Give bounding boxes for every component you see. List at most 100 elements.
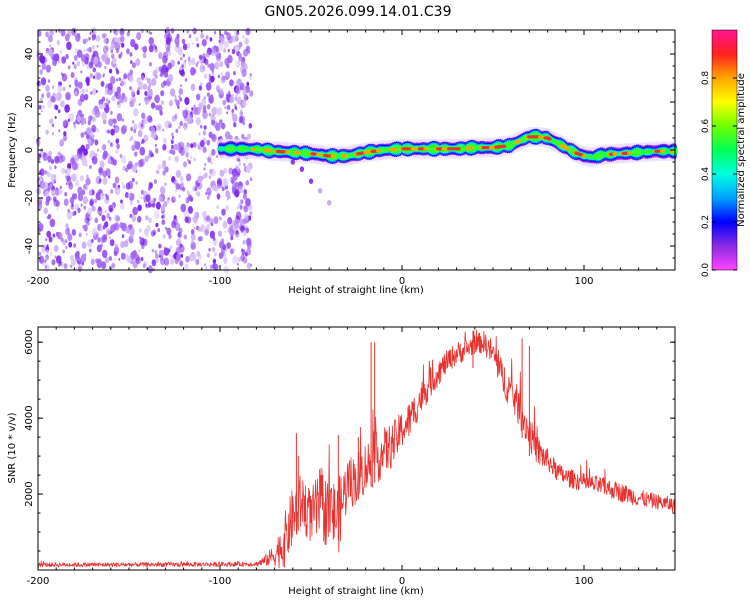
noise-blob (108, 100, 111, 104)
noise-blob (96, 44, 99, 48)
noise-blob (249, 211, 253, 216)
noise-blob (183, 144, 189, 153)
noise-blob (193, 157, 196, 162)
noise-blob (185, 152, 189, 158)
noise-blob (195, 258, 200, 266)
noise-blob (227, 217, 233, 225)
noise-blob (202, 210, 207, 219)
branch-blob (327, 200, 332, 206)
noise-blob (101, 214, 106, 222)
noise-blob (72, 211, 76, 217)
noise-blob (133, 140, 138, 146)
noise-blob (158, 243, 162, 249)
noise-blob (234, 189, 240, 198)
noise-blob (139, 228, 142, 233)
noise-blob (234, 35, 239, 42)
noise-blob (102, 177, 108, 185)
colorbar: 0.0 0.2 0.4 0.6 0.8 Normalized spectral ampl… (701, 29, 747, 278)
noise-blob (235, 93, 238, 97)
noise-blob (45, 129, 49, 135)
noise-blob (71, 229, 77, 236)
noise-blob (238, 41, 243, 48)
noise-blob (168, 253, 171, 257)
noise-blob (168, 50, 172, 56)
noise-blob (194, 186, 198, 192)
y-tick-label: 40 (24, 48, 35, 61)
noise-blob (156, 123, 162, 132)
noise-blob (115, 138, 120, 144)
noise-blob (61, 73, 68, 82)
ridge-core (627, 151, 632, 155)
noise-blob (228, 195, 231, 199)
noise-blob (211, 148, 216, 156)
y-tick-label: -20 (24, 190, 35, 206)
noise-blob (51, 174, 57, 183)
noise-blob (78, 147, 84, 155)
colorbar-tick-label: 0.0 (701, 263, 711, 278)
noise-blob (39, 180, 45, 190)
noise-blob (205, 156, 208, 160)
noise-blob (142, 263, 146, 269)
noise-blob (86, 48, 89, 52)
ridge-core (295, 151, 301, 155)
spectrogram-xlabel: Height of straight line (km) (288, 285, 424, 296)
noise-blob (138, 249, 141, 253)
noise-blob (230, 235, 234, 241)
noise-blob (234, 44, 240, 53)
noise-blob (210, 161, 213, 165)
noise-blob (71, 27, 77, 36)
noise-blob (59, 49, 63, 55)
noise-blob (43, 207, 48, 215)
noise-blob (67, 208, 71, 213)
noise-blob (66, 211, 73, 220)
noise-blob (149, 62, 152, 67)
noise-blob (203, 96, 206, 100)
noise-blob (131, 62, 136, 69)
noise-blob (39, 69, 43, 75)
noise-blob (177, 105, 180, 109)
noise-blob (217, 230, 223, 237)
noise-blob (97, 237, 101, 243)
noise-blob (188, 160, 191, 165)
noise-blob (179, 121, 183, 127)
noise-blob (135, 256, 141, 265)
noise-blob (157, 170, 160, 175)
noise-blob (241, 69, 247, 78)
noise-blob (65, 175, 67, 179)
noise-blob (73, 124, 77, 129)
noise-blob (188, 34, 192, 39)
noise-blob (140, 141, 143, 145)
noise-blob (78, 232, 82, 238)
noise-blob (51, 189, 56, 197)
noise-blob (102, 144, 107, 151)
noise-blob (134, 162, 138, 167)
snr-xlabel: Height of straight line (km) (288, 586, 424, 597)
noise-blob (246, 81, 250, 87)
noise-blob (225, 71, 231, 80)
noise-blob (146, 234, 149, 238)
noise-blob (107, 158, 112, 165)
noise-blob (74, 90, 78, 96)
noise-blob (83, 48, 87, 53)
noise-blob (123, 96, 128, 103)
noise-blob (165, 26, 171, 35)
noise-blob (190, 83, 196, 92)
noise-blob (114, 176, 120, 184)
ridge-core (375, 149, 381, 153)
noise-blob (73, 121, 76, 126)
noise-blob (65, 227, 70, 236)
noise-blob (233, 71, 236, 76)
noise-blob (46, 91, 51, 99)
noise-blob (167, 62, 172, 70)
noise-blob (120, 51, 123, 56)
y-tick-label: -40 (24, 238, 35, 254)
noise-blob (85, 143, 90, 150)
noise-blob (171, 135, 174, 139)
noise-blob (246, 247, 252, 256)
noise-blob (47, 213, 52, 220)
noise-blob (153, 179, 157, 185)
noise-blob (157, 164, 162, 171)
noise-blob (217, 43, 224, 52)
noise-blob (240, 109, 243, 112)
noise-blob (139, 158, 145, 167)
